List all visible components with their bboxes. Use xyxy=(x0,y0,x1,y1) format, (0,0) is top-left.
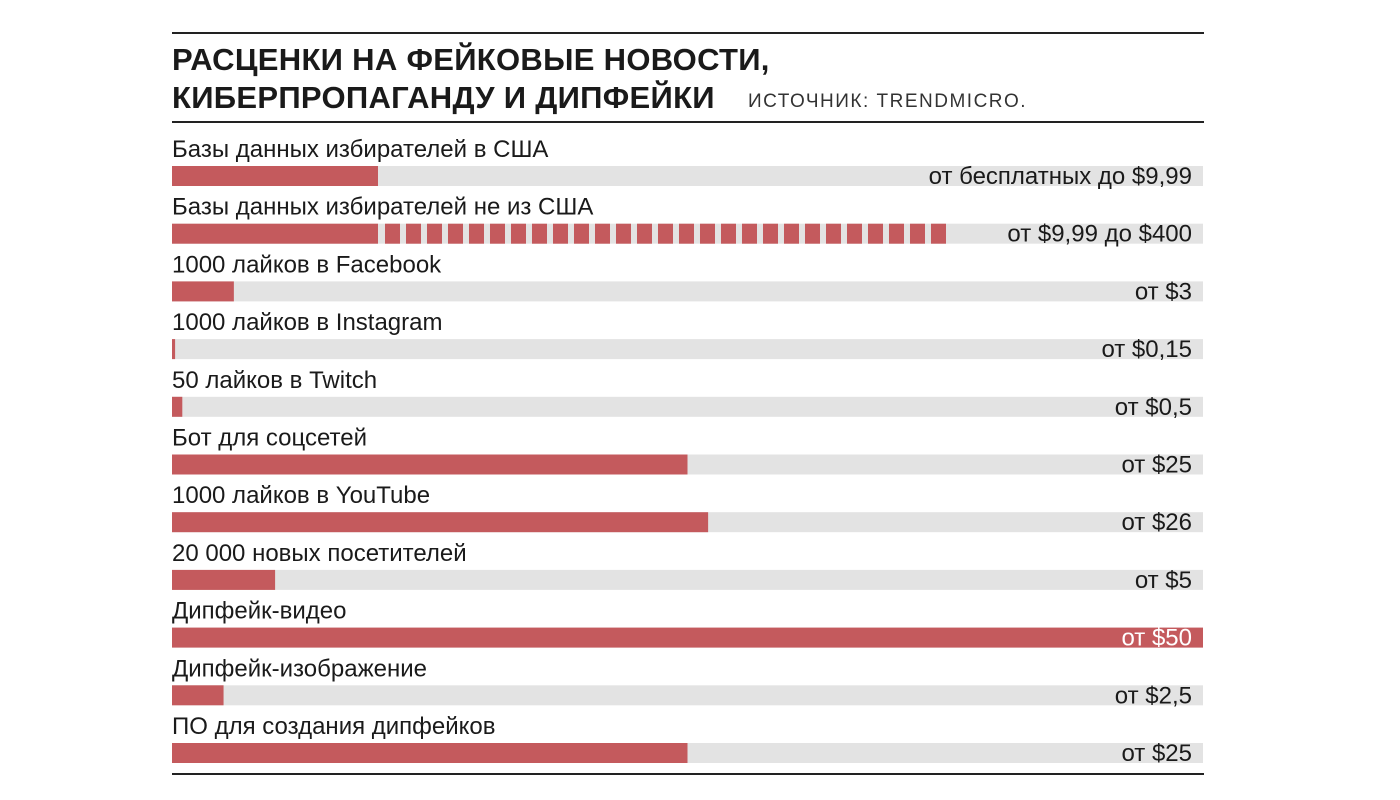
bar-track xyxy=(172,339,1203,360)
bar-label: 50 лайков в Twitch xyxy=(172,367,377,394)
bar-range-segment xyxy=(489,223,505,244)
bar-value-label: от $5 xyxy=(1135,567,1192,594)
bar-range-segment xyxy=(888,223,904,244)
bar-range-segment xyxy=(552,223,568,244)
bar-label: 20 000 новых посетителей xyxy=(172,540,467,567)
bar-range-segment xyxy=(909,223,925,244)
bar-range-segment xyxy=(846,223,862,244)
bar-label: 1000 лайков в Instagram xyxy=(172,309,442,336)
bar-range-segment xyxy=(468,223,484,244)
bar xyxy=(172,685,224,706)
bar-track xyxy=(172,396,1203,417)
bar-label: Бот для соцсетей xyxy=(172,425,367,452)
bar xyxy=(172,166,378,186)
bar-range-segment xyxy=(783,223,799,244)
bar-range-segment xyxy=(699,223,715,244)
bar-range-segment xyxy=(615,223,631,244)
bar-range-segment xyxy=(867,223,883,244)
bar-range-segment xyxy=(804,223,820,244)
bar-range-segment xyxy=(573,223,589,244)
bar-range-segment xyxy=(594,223,610,244)
bar-label: Дипфейк-видео xyxy=(172,598,347,625)
bar-range-segment xyxy=(930,223,946,244)
bar xyxy=(172,454,688,475)
bar-label: 1000 лайков в Facebook xyxy=(172,251,442,278)
bar xyxy=(172,339,176,360)
bar-value-label: от $25 xyxy=(1121,452,1192,479)
bar-range-extension xyxy=(384,223,946,244)
bar-value-label: от $3 xyxy=(1135,278,1192,305)
bar-label: Базы данных избирателей не из США xyxy=(172,194,593,221)
source-note: ИСТОЧНИК: TRENDMICRO. xyxy=(748,91,1028,112)
bar-value-label: от $50 xyxy=(1121,625,1192,652)
header-rule xyxy=(172,121,1204,123)
bar-range-segment xyxy=(762,223,778,244)
bar-value-label: от $9,99 до $400 xyxy=(1007,221,1192,248)
bar-value-label: от $26 xyxy=(1121,509,1192,536)
bar xyxy=(172,743,688,763)
bar-value-label: от $25 xyxy=(1121,740,1192,767)
bar-value-label: от $0,15 xyxy=(1101,336,1192,363)
bar-range-segment xyxy=(657,223,673,244)
bar-range-segment xyxy=(741,223,757,244)
bar-range-segment xyxy=(531,223,547,244)
bottom-rule xyxy=(172,773,1204,775)
bar-label: Дипфейк-изображение xyxy=(172,655,427,682)
bar-range-segment xyxy=(426,223,442,244)
bar xyxy=(172,223,378,244)
bar xyxy=(172,512,709,533)
bar xyxy=(172,569,276,590)
top-rule xyxy=(172,32,1204,34)
bar-value-label: от $0,5 xyxy=(1115,394,1192,421)
bar-range-segment xyxy=(405,223,421,244)
bar-value-label: от $2,5 xyxy=(1115,682,1192,709)
bar-range-segment xyxy=(678,223,694,244)
bar-range-segment xyxy=(510,223,526,244)
bar-track xyxy=(172,166,1203,186)
bar-range-segment xyxy=(825,223,841,244)
bar-range-segment xyxy=(384,223,400,244)
bar-track xyxy=(172,569,1203,590)
bar xyxy=(172,396,183,417)
bar-label: ПО для создания дипфейков xyxy=(172,713,496,740)
chart-title-line-1: РАСЦЕНКИ НА ФЕЙКОВЫЕ НОВОСТИ, xyxy=(172,42,770,77)
bar-value-label: от бесплатных до $9,99 xyxy=(929,163,1192,190)
bar-range-segment xyxy=(636,223,652,244)
bar-range-segment xyxy=(447,223,463,244)
bar xyxy=(172,281,234,302)
bar-label: 1000 лайков в YouTube xyxy=(172,482,430,509)
bar-track xyxy=(172,685,1203,706)
bar-track xyxy=(172,281,1203,302)
bar xyxy=(172,627,1203,648)
chart-title-line-2: КИБЕРПРОПАГАНДУ И ДИПФЕЙКИ xyxy=(172,80,715,115)
bar-label: Базы данных избирателей в США xyxy=(172,136,548,163)
bar-range-segment xyxy=(720,223,736,244)
